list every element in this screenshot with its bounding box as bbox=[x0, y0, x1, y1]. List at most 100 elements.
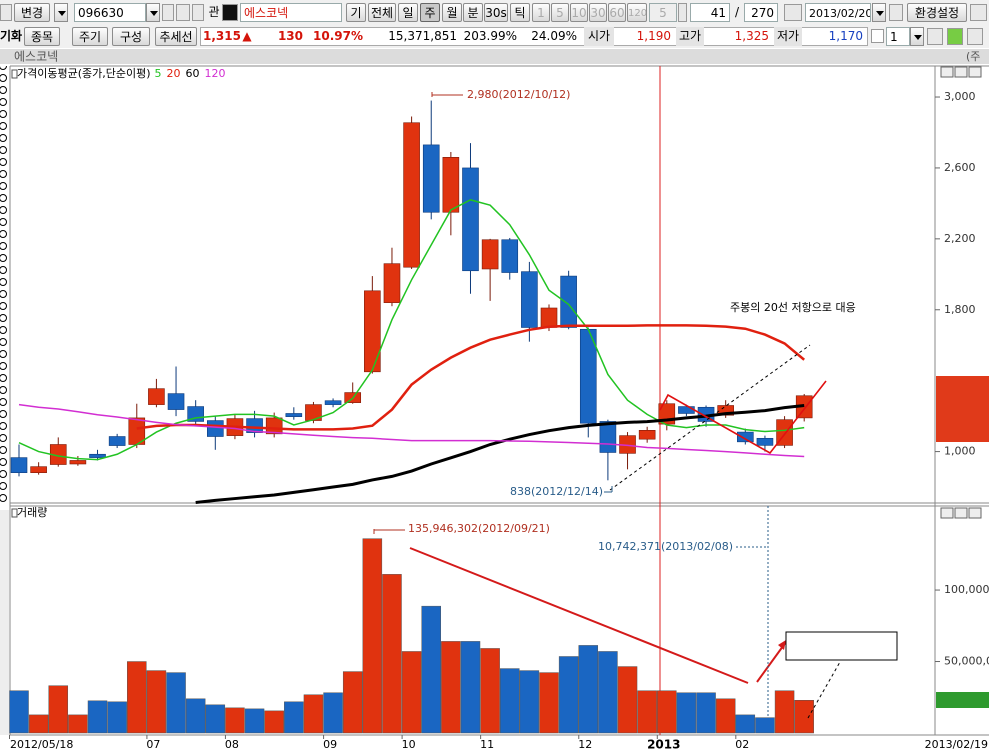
legend-label: 거래량 bbox=[17, 506, 47, 519]
x-tick-label: 11 bbox=[480, 738, 494, 751]
volume-bar bbox=[185, 698, 206, 734]
button[interactable]: 분 bbox=[463, 3, 483, 22]
checkbox[interactable] bbox=[871, 29, 884, 43]
candle-body bbox=[305, 404, 322, 421]
button[interactable]: 30 bbox=[589, 3, 607, 22]
dropdown[interactable] bbox=[872, 3, 886, 22]
change: 130 bbox=[277, 29, 303, 43]
volume-bar bbox=[480, 648, 500, 734]
count-field[interactable]: 41 bbox=[690, 3, 730, 22]
dropdown[interactable] bbox=[910, 27, 924, 46]
y-tick-label: 2,200 bbox=[944, 232, 976, 245]
volume-bar bbox=[755, 717, 775, 734]
button[interactable]: 종목 bbox=[24, 27, 60, 46]
x-tick-label: 2013 bbox=[647, 738, 680, 752]
candle-body bbox=[167, 393, 185, 410]
candle-body bbox=[717, 405, 734, 416]
dropdown[interactable] bbox=[146, 3, 160, 22]
button[interactable]: 구성 bbox=[112, 27, 150, 46]
label: 기화 bbox=[0, 29, 22, 43]
x-end-label: 2013/02/19 bbox=[925, 738, 988, 751]
candle-body bbox=[521, 271, 538, 328]
volume-bar bbox=[303, 694, 324, 734]
volume-bar bbox=[794, 700, 814, 734]
icon[interactable] bbox=[222, 4, 238, 21]
button[interactable]: 틱 bbox=[510, 3, 530, 22]
add-icon[interactable] bbox=[947, 28, 963, 45]
icon[interactable] bbox=[192, 4, 204, 21]
candle-body bbox=[324, 400, 342, 405]
button[interactable]: 60 bbox=[608, 3, 626, 22]
icon[interactable] bbox=[927, 28, 943, 45]
button[interactable]: 기 bbox=[346, 3, 366, 22]
icon[interactable] bbox=[162, 4, 174, 21]
button[interactable]: 120 bbox=[627, 3, 647, 22]
icon[interactable] bbox=[784, 4, 802, 21]
button[interactable]: 변경 bbox=[14, 3, 50, 22]
code-input[interactable]: 096630 bbox=[74, 3, 146, 22]
volume-bar bbox=[68, 714, 88, 734]
icon[interactable] bbox=[889, 4, 903, 21]
button[interactable]: 일 bbox=[398, 3, 418, 22]
date-field[interactable]: 2013/02/20 bbox=[805, 3, 871, 22]
candle-body bbox=[207, 420, 224, 437]
volume-bar bbox=[382, 574, 402, 734]
spinner[interactable] bbox=[678, 3, 687, 22]
candle-body bbox=[599, 421, 617, 453]
y-tick-label: 2,600 bbox=[944, 161, 976, 174]
button[interactable]: 월 bbox=[442, 3, 462, 22]
icon[interactable] bbox=[970, 4, 987, 21]
button[interactable]: 추세선 bbox=[155, 27, 197, 46]
candle-body bbox=[403, 122, 420, 268]
moving-average bbox=[18, 403, 805, 458]
annotation: 10,742,371(2013/02/08) bbox=[598, 540, 733, 553]
moving-average bbox=[195, 404, 805, 504]
button[interactable]: 5 bbox=[551, 3, 569, 22]
x-tick-label: 08 bbox=[225, 738, 239, 751]
button[interactable]: 30s bbox=[484, 3, 508, 22]
button[interactable]: 10 bbox=[570, 3, 588, 22]
button[interactable]: 1 bbox=[532, 3, 550, 22]
candle-body bbox=[89, 453, 106, 458]
moving-average bbox=[136, 324, 805, 431]
icon[interactable] bbox=[176, 4, 190, 21]
y-tick-label: 1,000 bbox=[944, 445, 976, 458]
volume-bar bbox=[107, 701, 127, 734]
low: 1,170 bbox=[828, 29, 863, 43]
y-tick-label: 50,000,00 bbox=[944, 655, 989, 668]
icon[interactable] bbox=[0, 4, 12, 21]
button-pressed[interactable]: 주 bbox=[420, 3, 440, 22]
volume-bar bbox=[342, 671, 363, 734]
candle-body bbox=[422, 144, 440, 213]
candle-body bbox=[383, 263, 401, 303]
volume-bar bbox=[460, 641, 481, 734]
x-tick-label: 12 bbox=[578, 738, 592, 751]
select[interactable]: 1 bbox=[886, 27, 910, 46]
volume-bar bbox=[617, 666, 638, 734]
panel-controls[interactable] bbox=[940, 66, 982, 519]
chart-header-right: (주 bbox=[966, 50, 980, 63]
button[interactable]: 환경설정 bbox=[907, 3, 967, 22]
annotation: 2,980(2012/10/12) bbox=[467, 88, 570, 101]
button[interactable]: 전체 bbox=[368, 3, 396, 22]
annotation: 주봉의 20선 저항으로 대응 bbox=[730, 301, 856, 314]
candle-body bbox=[246, 418, 263, 433]
icon[interactable] bbox=[967, 28, 983, 45]
candle-body bbox=[560, 275, 577, 328]
volume-bar bbox=[519, 670, 540, 734]
open: 1,190 bbox=[636, 29, 671, 43]
volume-bar bbox=[401, 651, 422, 734]
candle-body bbox=[442, 157, 460, 213]
candle-body bbox=[364, 290, 381, 373]
x-tick-label: 09 bbox=[323, 738, 337, 751]
x-tick-label: 10 bbox=[402, 738, 416, 751]
candle-body bbox=[148, 388, 165, 405]
y-tick-label: 100,000,0 bbox=[944, 583, 989, 596]
volume-bar bbox=[774, 690, 795, 734]
legend-entry: 5 bbox=[155, 67, 162, 80]
dropdown[interactable] bbox=[54, 3, 68, 22]
spin-field[interactable]: 5 bbox=[649, 3, 677, 22]
button[interactable]: 주기 bbox=[72, 27, 108, 46]
